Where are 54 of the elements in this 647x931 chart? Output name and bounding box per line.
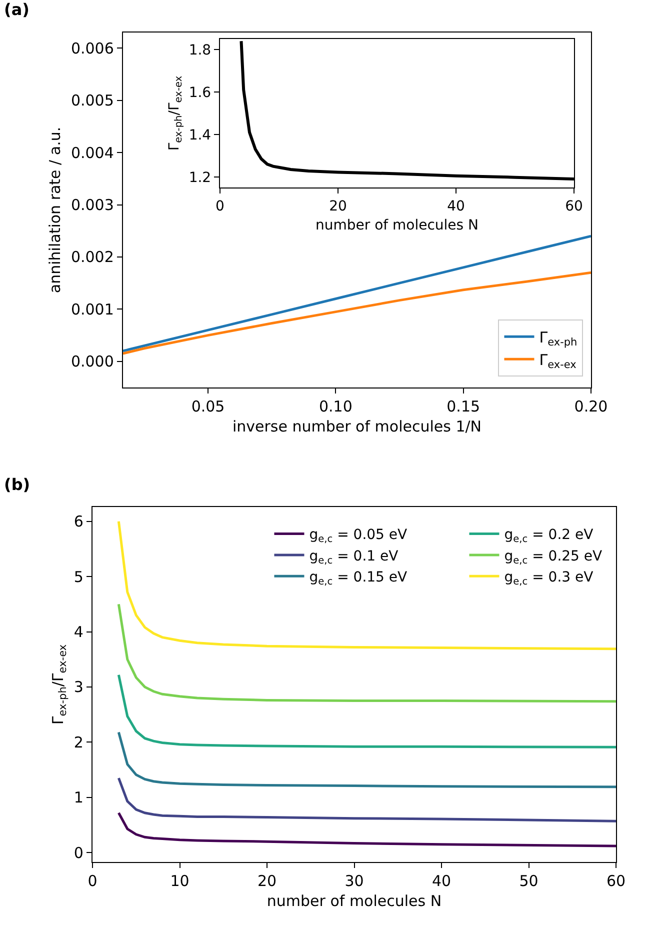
- x-tick-label: 40: [432, 872, 452, 890]
- y-tick-label: 0.004: [70, 144, 114, 162]
- legend-label: Γ$_{ex-ex}$: [539, 350, 576, 372]
- y-axis-title: annihilation rate / a.u.: [46, 126, 64, 294]
- x-tick-label: 10: [170, 872, 190, 890]
- y-tick-label: 0.003: [70, 196, 114, 214]
- legend-label: g$_{e,c}$ = 0.05 eV: [309, 527, 408, 546]
- y-tick-label: 1: [74, 788, 84, 807]
- line-series: [117, 674, 616, 748]
- line-series: [117, 776, 616, 822]
- y-tick-label: 2: [74, 733, 84, 752]
- x-tick-label: 60: [565, 198, 583, 214]
- legend-label: g$_{e,c}$ = 0.1 eV: [309, 548, 399, 566]
- line-series: [117, 731, 616, 788]
- legend-label: g$_{e,c}$ = 0.25 eV: [504, 548, 603, 566]
- x-tick-label: 30: [344, 872, 364, 890]
- line-series: [117, 602, 616, 703]
- y-tick-label: 1.4: [188, 127, 212, 144]
- x-axis-title: number of molecules N: [266, 892, 442, 910]
- x-axis-title: number of molecules N: [315, 218, 479, 234]
- line-series: [123, 234, 591, 352]
- line-series: [117, 812, 616, 848]
- x-tick-label: 50: [519, 872, 538, 890]
- y-tick-label: 4: [74, 623, 84, 642]
- x-tick-label: 0.05: [191, 398, 225, 416]
- y-tick-label: 1.8: [188, 42, 212, 59]
- y-tick-label: 0.005: [70, 92, 114, 110]
- x-tick-label: 0: [216, 198, 224, 214]
- legend-label: g$_{e,c}$ = 0.15 eV: [309, 570, 408, 588]
- y-tick-label: 6: [74, 512, 84, 531]
- x-tick-label: 0.10: [318, 398, 352, 416]
- y-tick-label: 1.6: [188, 84, 212, 101]
- x-axis-title: inverse number of molecules 1/N: [232, 418, 482, 436]
- y-tick-label: 0.000: [70, 352, 114, 371]
- y-tick-label: 0.001: [70, 300, 114, 318]
- y-tick-label: 1.2: [188, 170, 212, 186]
- y-tick-label: 3: [74, 678, 84, 696]
- x-tick-label: 40: [447, 198, 465, 214]
- x-tick-label: 20: [329, 198, 347, 214]
- legend-label: Γ$_{ex-ph}$: [539, 328, 578, 349]
- line-series: [123, 271, 591, 355]
- y-tick-label: 0: [74, 844, 84, 862]
- x-tick-label: 0.20: [574, 398, 608, 416]
- y-tick-label: 0.006: [70, 39, 114, 58]
- x-tick-label: 0.15: [446, 398, 480, 416]
- x-tick-label: 20: [257, 872, 277, 890]
- y-tick-label: 0.002: [70, 248, 114, 266]
- chart-title: (a): [4, 0, 30, 19]
- chart-title: (b): [4, 475, 30, 494]
- y-tick-label: 5: [74, 568, 84, 586]
- x-tick-label: 60: [606, 872, 626, 890]
- legend-label: g$_{e,c}$ = 0.3 eV: [504, 570, 594, 588]
- legend-label: g$_{e,c}$ = 0.2 eV: [504, 527, 594, 546]
- line-series: [117, 520, 616, 650]
